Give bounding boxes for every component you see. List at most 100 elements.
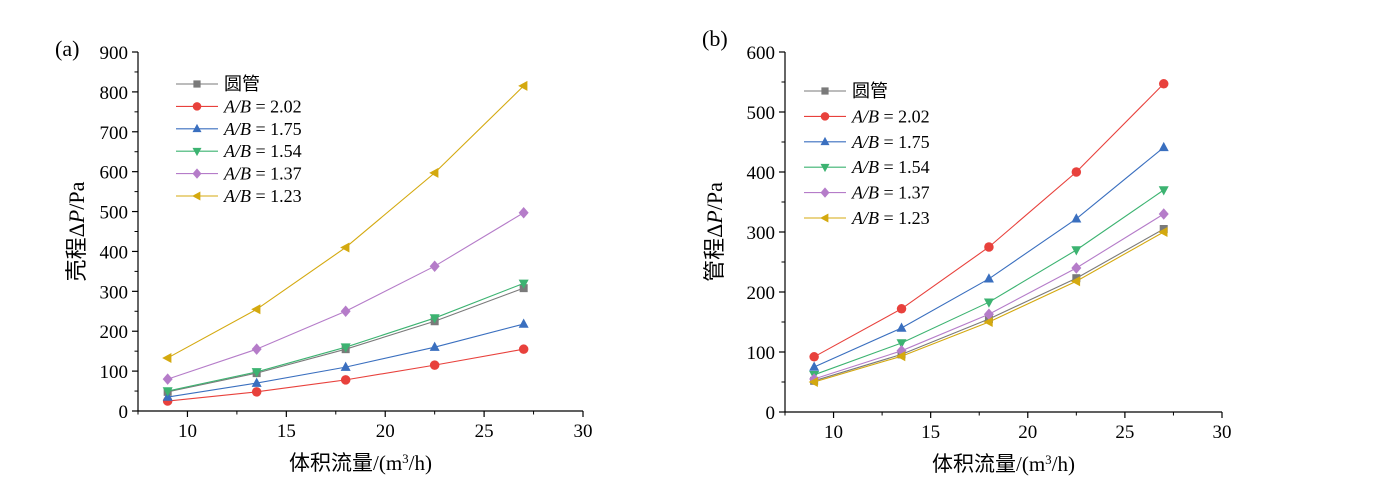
legend: 圆管A/B = 2.02A/B = 1.75A/B = 1.54A/B = 1.… xyxy=(804,81,930,228)
legend-label-italic: A/B xyxy=(851,106,879,126)
chart-0: 10 15 20 25 300100200300400500600700800900(a… xyxy=(55,36,593,475)
data-point xyxy=(251,377,262,387)
legend-label-text: 圆管 xyxy=(852,81,888,101)
series-line xyxy=(167,323,524,398)
legend-label-italic: A/B xyxy=(223,164,251,184)
y-tick-label: 600 xyxy=(747,43,776,64)
data-point xyxy=(251,368,262,378)
legend-label-italic: A/B xyxy=(851,157,879,177)
x-tick-label: 30 xyxy=(574,421,593,442)
series-line xyxy=(167,212,524,380)
y-tick-label: 100 xyxy=(747,343,776,364)
legend-swatch-marker xyxy=(192,123,202,133)
data-point xyxy=(896,304,907,314)
data-point xyxy=(983,298,994,308)
panel-label: (b) xyxy=(702,26,728,51)
y-axis-title-italic: P xyxy=(64,210,89,224)
legend-label-value: = 2.02 xyxy=(251,96,302,116)
data-point xyxy=(518,207,529,219)
data-point xyxy=(429,314,440,324)
data-point xyxy=(1070,276,1081,287)
data-point xyxy=(809,361,820,371)
chart-1: 10 15 20 25 300100200300400500600(b)体积流量/(m3… xyxy=(702,26,1232,476)
x-tick-label: 20 xyxy=(1018,422,1037,443)
data-point xyxy=(896,351,906,362)
legend-item: A/B = 1.75 xyxy=(804,132,930,152)
legend-label: A/B = 2.02 xyxy=(223,96,302,116)
x-axis-title-superscript: 3 xyxy=(402,451,409,466)
legend-item: 圆管 xyxy=(176,74,260,94)
y-axis-title-tail: /Pa xyxy=(64,181,89,209)
series-2 xyxy=(162,318,529,401)
series-1 xyxy=(162,344,529,406)
data-point xyxy=(983,273,994,283)
legend-swatch-marker xyxy=(820,163,830,173)
y-axis-title-main: 管程Δ xyxy=(702,224,727,282)
data-point xyxy=(808,377,818,387)
data-point xyxy=(251,304,261,315)
legend-label-italic: A/B xyxy=(851,183,879,203)
y-tick-label: 400 xyxy=(747,163,776,184)
series-line xyxy=(813,146,1165,368)
series-3 xyxy=(809,186,1169,381)
legend-label: A/B = 1.54 xyxy=(851,157,930,177)
legend-swatch-marker xyxy=(192,147,202,157)
data-point xyxy=(251,387,262,397)
legend-label-italic: A/B xyxy=(851,208,879,228)
series-5 xyxy=(808,227,1168,387)
series-4 xyxy=(162,207,529,385)
legend-swatch-marker xyxy=(820,213,829,223)
x-tick-label: 10 xyxy=(824,422,843,443)
series-5 xyxy=(162,80,528,363)
y-tick-label: 0 xyxy=(766,403,776,424)
y-tick-label: 400 xyxy=(100,242,129,263)
data-point xyxy=(518,318,529,328)
y-axis-title-italic: P xyxy=(702,210,727,224)
legend-label-value: = 2.02 xyxy=(879,106,930,126)
data-point xyxy=(1071,246,1082,256)
x-axis-title: 体积流量/(m3/h) xyxy=(932,452,1075,477)
legend-label-text: 圆管 xyxy=(224,74,260,94)
y-tick-label: 300 xyxy=(747,223,776,244)
y-tick-label: 800 xyxy=(100,83,129,104)
data-point xyxy=(340,375,351,385)
x-tick-label: 10 xyxy=(178,421,197,442)
data-point xyxy=(340,361,351,371)
legend-label-value: = 1.23 xyxy=(879,208,930,228)
legend-label-value: = 1.54 xyxy=(251,141,302,161)
data-point xyxy=(1159,225,1168,233)
data-point xyxy=(1072,274,1081,283)
data-point xyxy=(984,242,994,252)
data-point xyxy=(1071,167,1082,177)
legend-label: A/B = 1.75 xyxy=(851,132,930,152)
x-tick-label: 25 xyxy=(475,421,494,442)
legend-label-value: = 1.54 xyxy=(879,157,930,177)
x-axis-title-superscript: 3 xyxy=(1045,452,1052,467)
y-tick-label: 100 xyxy=(100,362,129,383)
data-point xyxy=(340,305,351,318)
legend-label: A/B = 1.75 xyxy=(223,119,302,139)
y-tick-label: 0 xyxy=(119,402,129,423)
legend-item: A/B = 1.37 xyxy=(804,183,930,203)
legend-swatch-marker xyxy=(821,87,829,95)
y-tick-label: 700 xyxy=(100,123,129,144)
data-point xyxy=(429,360,440,370)
y-tick-label: 500 xyxy=(747,103,776,124)
series-1 xyxy=(809,79,1169,362)
legend-item: 圆管 xyxy=(804,81,888,101)
y-tick-label: 300 xyxy=(100,282,129,303)
y-axis-title-main: 壳程Δ xyxy=(64,223,89,281)
legend-item: A/B = 1.54 xyxy=(176,141,302,161)
y-tick-label: 600 xyxy=(100,163,129,184)
legend-label: A/B = 1.37 xyxy=(851,183,930,203)
series-line xyxy=(167,282,524,392)
legend-label: A/B = 2.02 xyxy=(851,106,930,126)
data-point xyxy=(162,352,172,363)
legend-label: A/B = 1.23 xyxy=(223,186,302,206)
x-tick-label: 20 xyxy=(376,421,395,442)
y-tick-label: 200 xyxy=(100,322,129,343)
legend-item: A/B = 1.54 xyxy=(804,157,930,177)
data-point xyxy=(809,352,819,362)
data-point xyxy=(896,322,907,332)
